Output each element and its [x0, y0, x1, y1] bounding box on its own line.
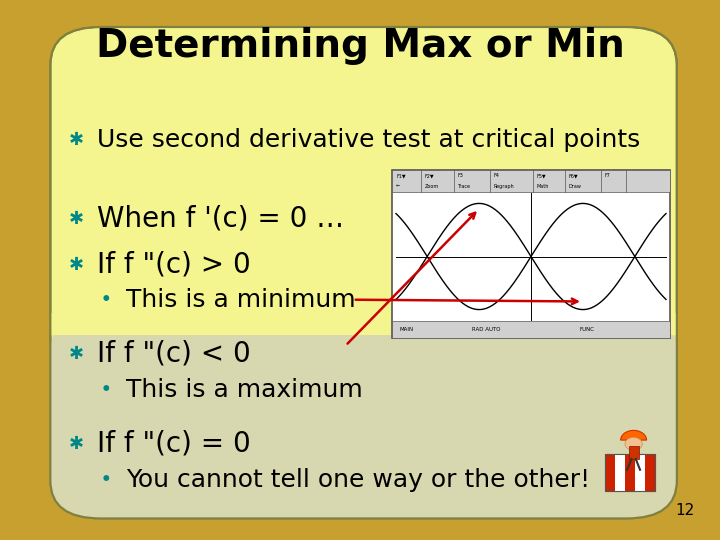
Bar [625, 454, 635, 491]
FancyBboxPatch shape [50, 313, 677, 518]
Bar [629, 446, 639, 459]
Text: Zoom: Zoom [425, 184, 439, 189]
Text: FUNC: FUNC [580, 327, 595, 332]
Text: ✱: ✱ [68, 435, 84, 453]
Text: ✱: ✱ [68, 255, 84, 274]
Bar [645, 454, 655, 491]
Bar [392, 170, 670, 192]
Text: ✱: ✱ [68, 345, 84, 363]
Text: If f "(c) > 0: If f "(c) > 0 [97, 251, 251, 279]
Bar [392, 321, 670, 338]
Text: F5▼: F5▼ [536, 173, 546, 178]
Text: F2▼: F2▼ [425, 173, 434, 178]
Circle shape [625, 437, 642, 450]
Text: If f "(c) < 0: If f "(c) < 0 [97, 340, 251, 368]
Text: This is a maximum: This is a maximum [126, 378, 363, 402]
Text: Regraph: Regraph [493, 184, 514, 189]
Text: F1▼: F1▼ [396, 173, 405, 178]
Text: •: • [101, 470, 112, 489]
Text: If f "(c) = 0: If f "(c) = 0 [97, 430, 251, 458]
Text: Math: Math [536, 184, 549, 189]
Text: 12: 12 [675, 503, 695, 518]
Bar [605, 454, 655, 491]
Text: Trace: Trace [457, 184, 470, 189]
Text: This is a minimum: This is a minimum [126, 288, 356, 312]
Bar [615, 454, 625, 491]
Bar [635, 454, 645, 491]
Text: When f '(c) = 0 …: When f '(c) = 0 … [97, 205, 344, 233]
Text: You cannot tell one way or the other!: You cannot tell one way or the other! [126, 468, 590, 491]
Bar [50, 313, 677, 335]
Text: F7: F7 [605, 173, 611, 178]
Bar [392, 170, 670, 338]
Text: F3: F3 [457, 173, 463, 178]
Text: MAIN: MAIN [400, 327, 414, 332]
Text: •: • [101, 381, 112, 399]
Text: RAD AUTO: RAD AUTO [472, 327, 500, 332]
Text: ✱: ✱ [68, 210, 84, 228]
Text: Determining Max or Min: Determining Max or Min [96, 27, 624, 65]
Text: Use second derivative test at critical points: Use second derivative test at critical p… [97, 129, 641, 152]
Text: ✱: ✱ [68, 131, 84, 150]
Text: •: • [101, 291, 112, 309]
Text: Draw: Draw [569, 184, 582, 189]
Bar [605, 454, 615, 491]
Text: F4: F4 [493, 173, 499, 178]
Text: F6▼: F6▼ [569, 173, 578, 178]
FancyBboxPatch shape [50, 27, 677, 518]
Text: ←: ← [396, 184, 400, 189]
Wedge shape [621, 430, 647, 440]
Bar [605, 454, 655, 491]
